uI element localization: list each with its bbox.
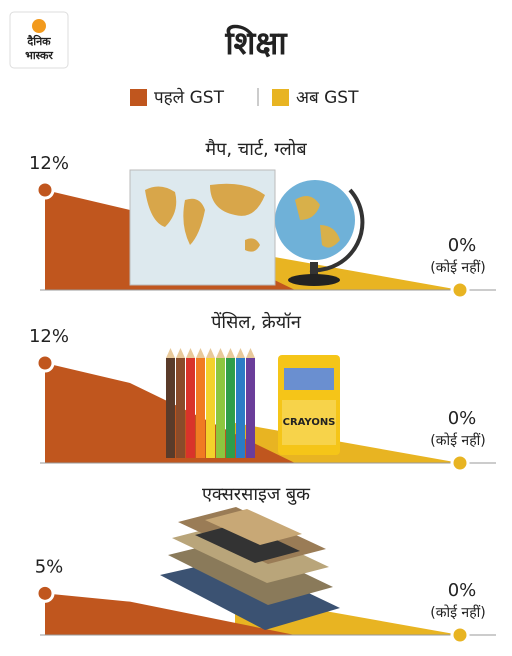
before-area xyxy=(45,593,295,635)
after-point xyxy=(450,453,470,473)
logo-box xyxy=(9,11,69,69)
crayon-label: CRAYONS xyxy=(283,417,336,428)
before-point xyxy=(35,353,55,373)
map-illustration xyxy=(129,169,276,286)
after-point xyxy=(450,280,470,300)
page-title: शिक्षा xyxy=(224,24,288,62)
logo-text: भास्कर xyxy=(25,49,53,62)
after-annotation: (कोई नहीं) xyxy=(430,259,485,276)
after-label: 0% xyxy=(448,408,477,429)
after-point xyxy=(450,625,470,645)
legend-label: अब GST xyxy=(296,88,359,108)
before-point xyxy=(35,180,55,200)
after-annotation: (कोई नहीं) xyxy=(430,432,485,449)
before-label: 5% xyxy=(35,556,64,577)
legend-swatch xyxy=(272,89,289,106)
after-annotation: (कोई नहीं) xyxy=(430,604,485,621)
after-label: 0% xyxy=(448,235,477,256)
before-point xyxy=(35,583,55,603)
legend-label: पहले GST xyxy=(154,87,225,108)
crayon-box xyxy=(278,355,340,455)
legend-swatch xyxy=(130,89,147,106)
panel-title: पेंसिल, क्रेयॉन xyxy=(211,311,302,333)
logo-sun xyxy=(32,19,46,33)
panel-title: मैप, चार्ट, ग्लोब xyxy=(205,138,307,160)
after-label: 0% xyxy=(448,580,477,601)
logo-text: दैनिक xyxy=(26,34,51,48)
globe-illustration xyxy=(275,180,365,286)
pencils-illustration xyxy=(166,348,255,458)
books-illustration xyxy=(160,507,340,630)
before-label: 12% xyxy=(29,326,69,347)
panel-title: एक्सरसाइज बुक xyxy=(202,484,311,505)
before-label: 12% xyxy=(29,153,69,174)
